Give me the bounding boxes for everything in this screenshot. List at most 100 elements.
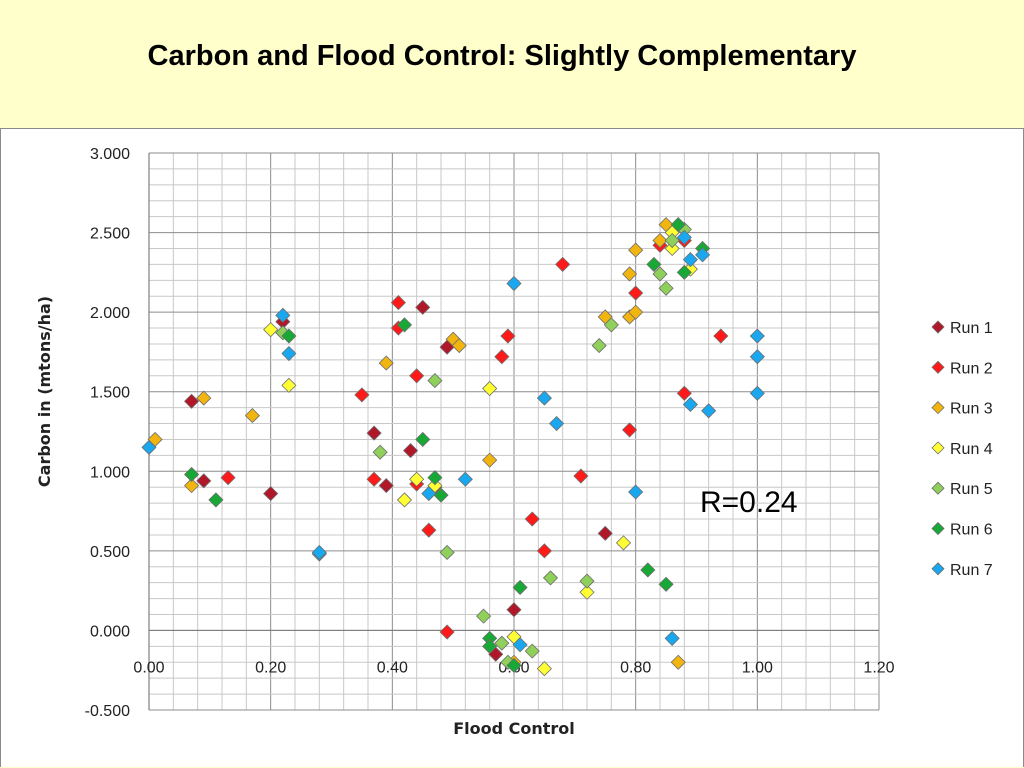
data-point [494,349,510,365]
x-tick-label: 0.20 [255,659,286,676]
data-point [542,570,559,586]
data-point [457,471,473,487]
legend-label: Run 6 [950,522,993,539]
data-point [628,484,644,500]
data-point [409,471,425,487]
scatter-chart: -0.500 0.000 0.500 1.000 1.500 2.000 2.500 3.00… [35,146,993,738]
data-point [664,232,680,249]
data-point [549,415,565,432]
data-point [482,452,498,468]
legend-marker [931,562,945,576]
series-run-6 [184,217,711,674]
data-point [682,396,698,413]
gridlines [148,152,880,711]
x-tick-label: 1.00 [742,659,773,676]
data-point [603,317,619,333]
legend-marker [931,320,945,334]
data-point [652,232,668,249]
data-point [676,229,692,245]
y-axis-title: Carbon in (mtons/ha) [35,296,54,487]
data-point [476,608,492,624]
data-point [749,385,765,401]
legend-label: Run 2 [950,360,993,377]
data-point [500,328,516,344]
data-point [622,422,638,438]
data-point [506,657,522,674]
data-point [494,635,510,651]
x-tick-label: 0.00 [133,659,164,676]
data-point [421,522,437,538]
data-point [354,387,370,403]
legend: Run 1 Run 2 Run 3 Run 4 Run 5 Run 6 Run 7 [931,320,993,579]
data-point [427,470,443,486]
data-point [701,403,717,419]
data-point [506,275,522,292]
data-point [536,390,552,406]
data-point [658,576,674,592]
legend-label: Run 4 [950,441,993,458]
legend-marker [931,481,945,495]
legend-label: Run 1 [950,320,993,337]
data-point [220,470,236,486]
data-point [658,280,674,296]
data-point [695,247,711,263]
correlation-annotation: R=0.24 [700,486,798,519]
x-tick-label: 0.80 [620,659,651,676]
y-tick-label: 2.000 [90,305,130,322]
data-point [184,466,200,483]
y-tick-label: 1.000 [90,464,130,481]
data-point [366,471,382,487]
data-point [640,562,656,578]
data-point [184,393,200,409]
data-point [536,661,552,677]
data-point [652,266,668,282]
data-point [536,543,552,559]
data-point [512,579,528,596]
data-point [524,643,540,659]
data-point [664,630,680,646]
data-point [628,242,644,258]
data-point [682,252,698,268]
legend-label: Run 3 [950,401,993,418]
data-point [506,602,522,618]
data-point [482,380,498,397]
data-point [311,544,327,561]
series-run-5 [275,221,692,670]
y-tick-label: 3.000 [90,146,130,163]
y-tick-label: 1.500 [90,385,130,402]
x-tick-label: 0.40 [377,659,408,676]
y-tick-label: 0.500 [90,544,130,561]
data-point [433,487,449,503]
series-run-2 [220,232,729,640]
legend-marker [931,401,945,415]
data-point [390,295,406,311]
data-point [591,337,607,354]
data-point [573,468,589,484]
data-point [263,486,279,502]
slide-header: Carbon and Flood Control: Slightly Compl… [0,0,1024,128]
data-point [713,328,729,344]
data-point [281,345,297,362]
data-point [244,408,260,424]
data-point [378,478,394,494]
data-point [396,317,413,333]
y-tick-label: 2.500 [90,226,130,243]
data-point [275,307,291,323]
data-points [141,217,765,677]
series-run-7 [141,229,765,653]
data-point [579,584,595,600]
data-point [421,486,437,502]
data-point [555,256,571,272]
data-point [415,299,431,315]
data-point [676,264,692,280]
data-point [664,240,680,257]
data-point [451,337,467,354]
y-tick-label: 0.000 [90,623,130,640]
data-point [415,431,431,448]
data-point [378,355,394,371]
data-point [524,511,540,527]
legend-marker [931,521,945,536]
data-point [196,473,212,489]
x-axis-title: Flood Control [453,719,575,738]
data-point [749,328,765,344]
